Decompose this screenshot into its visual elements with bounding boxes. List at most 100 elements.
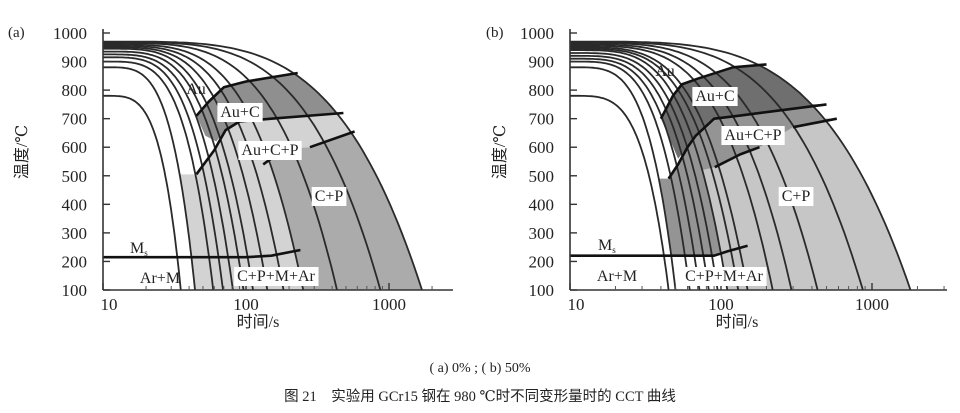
cooling-curve-10 — [103, 42, 338, 291]
axes: 100 200 300 400 500 600 700 800 900 1000 10 100 1000 — [520, 24, 947, 314]
x-tick-label: 100 — [708, 295, 734, 314]
caption-subpanels: ( a) 0% ; ( b) 50% — [429, 361, 530, 376]
y-tick-label: 300 — [529, 224, 555, 243]
cooling-curve-5 — [103, 50, 245, 291]
y-tick-label: 800 — [529, 81, 555, 100]
region-label-ar-m: Ar+M — [140, 270, 180, 287]
y-tick-label: 400 — [62, 195, 88, 214]
cooling-curve-10 — [570, 43, 793, 291]
y-tick-label: 100 — [529, 281, 555, 300]
austenite-decomposition-start — [659, 63, 767, 120]
label-background — [721, 126, 785, 145]
cooling-curve-9 — [569, 44, 774, 291]
cooling-curve-4 — [570, 54, 710, 291]
austenite-decomposition-start — [195, 71, 298, 117]
x-axis-label: 时间/s — [237, 313, 280, 331]
region-label-c-p-m-ar: C+P+M+Ar — [237, 268, 315, 285]
y-tick-label: 900 — [529, 53, 555, 72]
cooling-curve-9 — [103, 43, 305, 291]
cooling-curves — [569, 40, 912, 291]
y-tick-label: 600 — [62, 138, 88, 157]
region-label-c-p-m-ar: C+P+M+Ar — [685, 268, 763, 285]
y-tick-label: 500 — [529, 167, 555, 186]
y-tick-label: 200 — [529, 252, 555, 271]
cooling-curve-13 — [570, 40, 912, 291]
cooling-curve-4 — [103, 53, 234, 291]
region-label-au: Au — [655, 63, 675, 80]
y-tick-label: 1000 — [53, 24, 87, 43]
region-label-au-c: Au+C — [220, 104, 259, 121]
ms-line — [103, 248, 301, 259]
y-tick-label: 300 — [62, 224, 88, 243]
y-tick-label: 500 — [62, 167, 88, 186]
cooling-curve-0 — [570, 94, 670, 291]
y-axis-label: 温度/℃ — [13, 125, 31, 179]
label-background — [238, 141, 302, 160]
transformation-end — [714, 145, 760, 169]
transformation-end-upper — [792, 117, 838, 129]
transformation-end — [309, 130, 356, 149]
cooling-curve-8 — [102, 44, 285, 291]
transformation-lines — [103, 71, 356, 259]
cooling-curve-6 — [103, 47, 254, 291]
x-tick-label: 10 — [101, 295, 118, 314]
axes: 100 200 300 400 500 600 700 800 900 1000 10 100 1000 — [53, 24, 453, 314]
x-tick-label: 10 — [568, 295, 585, 314]
ms-line — [570, 244, 748, 257]
y-tick-label: 400 — [529, 195, 555, 214]
region-light — [179, 112, 355, 290]
y-tick-label: 900 — [62, 53, 88, 72]
cooling-curves — [102, 40, 423, 291]
y-tick-label: 600 — [529, 138, 555, 157]
cooling-curve-2 — [570, 60, 691, 291]
label-background — [692, 87, 738, 106]
label-background — [234, 267, 319, 286]
label-background — [217, 103, 263, 122]
label-background — [682, 267, 767, 286]
cooling-curve-5 — [570, 52, 719, 291]
cooling-curve-11 — [570, 42, 819, 291]
transformation-lines — [570, 63, 838, 257]
region-label-ar-m: Ar+M — [597, 268, 637, 285]
y-tick-label: 100 — [62, 281, 88, 300]
region-label-c-p: C+P — [782, 188, 811, 205]
label-background — [311, 187, 347, 206]
region-label-c-p: C+P — [315, 188, 344, 205]
y-tick-label: 800 — [62, 81, 88, 100]
pearlite-start — [667, 103, 827, 180]
x-tick-label: 1000 — [372, 295, 406, 314]
cooling-curve-3 — [103, 56, 224, 291]
y-tick-label: 700 — [529, 110, 555, 129]
y-tick-label: 200 — [62, 252, 88, 271]
cooling-curve-7 — [103, 46, 269, 291]
x-axis-label: 时间/s — [716, 313, 759, 331]
ms-label: Ms — [130, 240, 148, 258]
region-label-au-c-p: Au+C+P — [241, 142, 298, 159]
label-background — [778, 187, 814, 206]
panel-label: (b) — [486, 25, 504, 41]
cooling-curve-12 — [103, 40, 423, 291]
pearlite-start — [195, 111, 344, 176]
cooling-curve-6 — [570, 49, 729, 291]
cooling-curve-0 — [103, 94, 182, 291]
cct-chart-a: 100 200 300 400 500 600 700 800 900 1000 10 100 1000… — [8, 24, 453, 331]
figure-caption: 图 21 实验用 GCr15 钢在 980 ℃时不同变形量时的 CCT 曲线 — [284, 388, 676, 405]
y-tick-label: 700 — [62, 110, 88, 129]
region-label-au: Au — [186, 81, 206, 98]
y-tick-label: 1000 — [520, 24, 554, 43]
cooling-curve-3 — [570, 57, 701, 291]
cooling-curve-1 — [103, 66, 196, 291]
region-medium — [265, 131, 422, 290]
region-label-au-c: Au+C — [695, 88, 734, 105]
cct-chart-b: 100 200 300 400 500 600 700 800 900 1000 10 100 1000… — [486, 24, 947, 331]
cooling-curve-2 — [103, 60, 215, 291]
ms-label: Ms — [598, 237, 616, 255]
panel-label: (a) — [8, 25, 25, 41]
region-label-au-c-p: Au+C+P — [724, 127, 781, 144]
y-axis-label: 温度/℃ — [491, 125, 509, 179]
cooling-curve-7 — [570, 47, 740, 291]
x-tick-label: 100 — [233, 295, 259, 314]
x-tick-label: 1000 — [855, 295, 889, 314]
cooling-curve-1 — [570, 66, 677, 291]
